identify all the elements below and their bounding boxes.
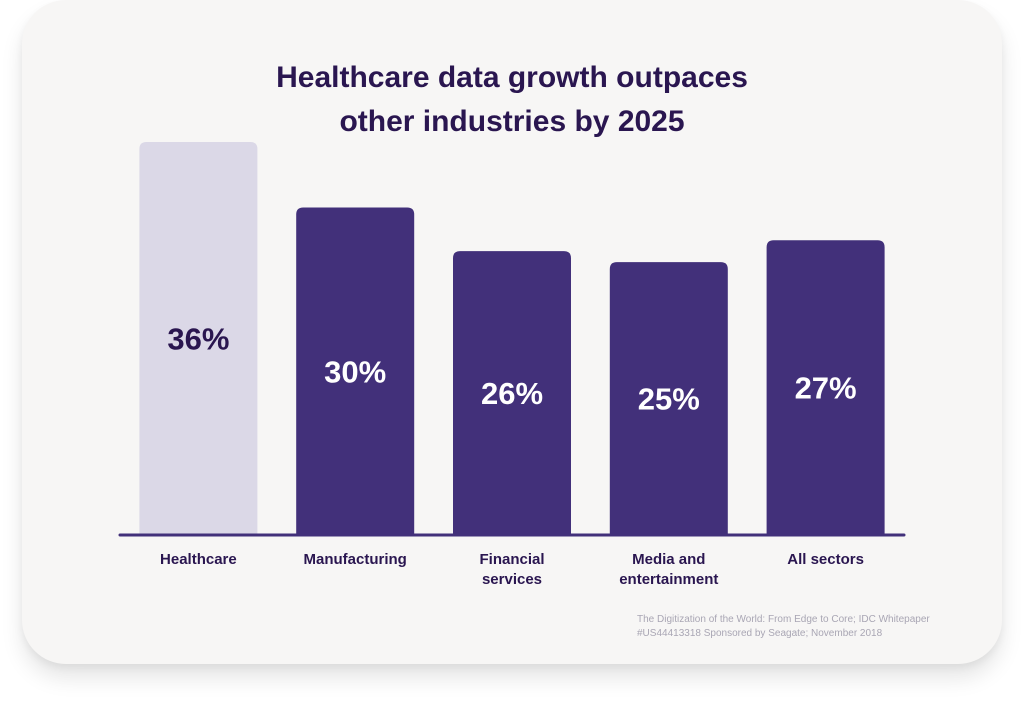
bar-0 — [139, 142, 258, 535]
category-label-3: Media and entertainment — [619, 551, 718, 588]
value-label-4: 27% — [795, 371, 857, 406]
category-label-0-line-0: Healthcare — [160, 551, 237, 568]
value-label-0: 36% — [167, 322, 229, 357]
value-label-3: 25% — [638, 382, 700, 417]
category-label-4: All sectors — [787, 551, 864, 568]
source-line-2: #US44413318 Sponsored by Seagate; Novemb… — [637, 628, 883, 639]
chart-title: Healthcare data growth outpaces other in… — [0, 56, 1024, 144]
chart-title-line-1: Healthcare data growth outpaces — [276, 61, 748, 94]
category-label-3-line-1: entertainment — [619, 571, 718, 588]
category-label-0: Healthcare — [160, 551, 237, 568]
bar-4 — [766, 240, 885, 535]
category-label-2-line-1: services — [482, 571, 542, 588]
category-label-2-line-0: Financial — [479, 551, 544, 568]
category-label-2: Financial services — [479, 551, 544, 588]
category-label-1: Manufacturing — [304, 551, 407, 568]
chart-title-line-2: other industries by 2025 — [339, 105, 685, 138]
value-label-1: 30% — [324, 354, 386, 389]
value-label-2: 26% — [481, 376, 543, 411]
bar-3 — [609, 262, 728, 535]
category-label-1-line-0: Manufacturing — [304, 551, 407, 568]
source-line-1: The Digitization of the World: From Edge… — [637, 614, 930, 625]
bar-1 — [296, 207, 415, 535]
category-label-4-line-0: All sectors — [787, 551, 864, 568]
bar-2 — [453, 251, 571, 535]
source-note: The Digitization of the World: From Edge… — [637, 613, 997, 641]
category-label-3-line-0: Media and — [632, 551, 705, 568]
